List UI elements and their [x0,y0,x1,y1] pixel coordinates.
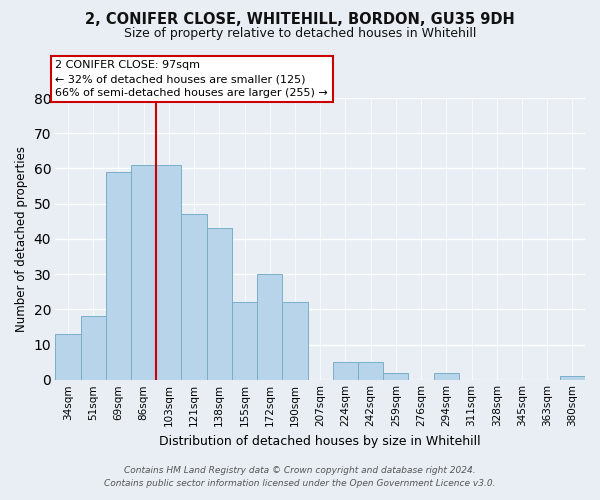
Bar [257,274,283,380]
Y-axis label: Number of detached properties: Number of detached properties [15,146,28,332]
Bar [55,334,80,380]
Bar [156,165,181,380]
Bar [358,362,383,380]
Bar [283,302,308,380]
Text: 2, CONIFER CLOSE, WHITEHILL, BORDON, GU35 9DH: 2, CONIFER CLOSE, WHITEHILL, BORDON, GU3… [85,12,515,28]
Bar [232,302,257,380]
Bar [206,228,232,380]
Text: Contains HM Land Registry data © Crown copyright and database right 2024.
Contai: Contains HM Land Registry data © Crown c… [104,466,496,487]
X-axis label: Distribution of detached houses by size in Whitehill: Distribution of detached houses by size … [160,434,481,448]
Bar [80,316,106,380]
Bar [131,165,156,380]
Text: Size of property relative to detached houses in Whitehill: Size of property relative to detached ho… [124,28,476,40]
Bar [434,373,459,380]
Bar [383,373,409,380]
Bar [333,362,358,380]
Bar [181,214,206,380]
Bar [106,172,131,380]
Text: 2 CONIFER CLOSE: 97sqm
← 32% of detached houses are smaller (125)
66% of semi-de: 2 CONIFER CLOSE: 97sqm ← 32% of detached… [55,60,328,98]
Bar [560,376,585,380]
